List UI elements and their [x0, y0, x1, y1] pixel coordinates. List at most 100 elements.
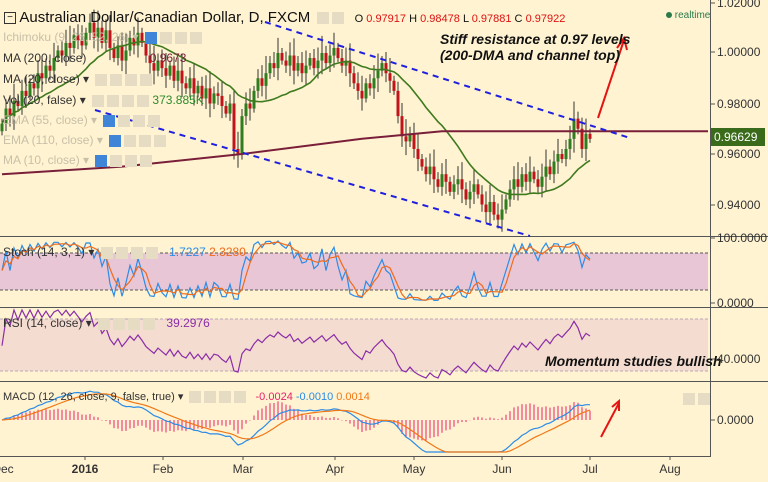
plus-icon[interactable] — [130, 246, 143, 259]
eye-icon[interactable] — [109, 134, 122, 147]
close-icon[interactable] — [234, 391, 247, 404]
ma20-label[interactable]: MA (20, close) — [3, 72, 80, 86]
candle-body — [20, 90, 24, 107]
eye-icon[interactable] — [100, 246, 113, 259]
legend-ema110[interactable]: EMA (110, close) ▾ — [3, 133, 167, 147]
resize-icon[interactable] — [698, 392, 710, 405]
gear-icon[interactable] — [110, 73, 123, 86]
candle-body — [532, 171, 536, 180]
plus-icon[interactable] — [133, 114, 146, 127]
channel-top-line[interactable] — [264, 21, 631, 139]
legend-rsi[interactable]: RSI (14, close) ▾ 39.2976 — [3, 316, 210, 330]
legend-ichimoku[interactable]: Ichimoku (9, 26, 52, 26) ▾ — [3, 30, 202, 44]
plus-icon[interactable] — [125, 154, 138, 167]
candle-body — [112, 47, 116, 59]
plus-icon[interactable] — [122, 94, 135, 107]
channel-bottom-line[interactable] — [94, 109, 531, 237]
candle-body — [512, 179, 516, 190]
eye-icon[interactable] — [189, 391, 202, 404]
symbol-title[interactable]: Australian Dollar/Canadian Dollar, D, FX… — [19, 9, 311, 26]
gear-icon[interactable] — [107, 94, 120, 107]
candle-body — [476, 184, 480, 195]
eye-icon[interactable] — [95, 73, 108, 86]
plus-icon[interactable] — [219, 391, 232, 404]
gear-icon[interactable] — [332, 12, 345, 25]
plus-icon[interactable] — [128, 317, 141, 330]
gear-icon[interactable] — [204, 391, 217, 404]
ma20-line — [1, 40, 591, 196]
realtime-label: realtime — [674, 10, 711, 21]
legend-macd[interactable]: MACD (12, 26, close, 9, false, true) ▾ -… — [3, 391, 370, 404]
ema110-label[interactable]: EMA (110, close) — [3, 133, 94, 147]
candle-body — [312, 58, 316, 69]
macd-label[interactable]: MACD (12, 26, close, 9, false, true) — [3, 391, 175, 403]
candle-body — [416, 148, 420, 160]
gear-icon[interactable] — [110, 154, 123, 167]
candle-body — [212, 93, 216, 104]
collapse-icon[interactable]: − — [4, 12, 16, 25]
volume-label[interactable]: Vol (20, false) — [3, 93, 77, 107]
gear-icon[interactable] — [159, 31, 172, 44]
eye-icon[interactable] — [95, 154, 108, 167]
plus-icon[interactable] — [125, 73, 138, 86]
close-icon[interactable] — [140, 154, 153, 167]
candle-body — [204, 88, 208, 99]
move-up-icon[interactable] — [683, 392, 695, 405]
candle-body — [200, 85, 204, 99]
ma200-label[interactable]: MA (200, close) — [3, 51, 87, 65]
ema55-label[interactable]: EMA (55, close) — [3, 113, 88, 127]
candle-body — [500, 209, 504, 220]
candle-body — [404, 136, 408, 142]
eye-icon[interactable] — [92, 94, 105, 107]
candle-body — [48, 65, 52, 71]
eye-icon[interactable] — [98, 317, 111, 330]
candle-body — [132, 37, 136, 46]
close-icon[interactable] — [154, 134, 167, 147]
rsi-label[interactable]: RSI (14, close) — [3, 316, 83, 330]
close-icon[interactable] — [137, 94, 150, 107]
resistance-annotation: Stiff resistance at 0.97 levels (200-DMA … — [440, 31, 630, 63]
candle-body — [344, 60, 348, 66]
candle-body — [420, 159, 424, 167]
candle-body — [124, 50, 128, 61]
candle-body — [472, 184, 476, 192]
plus-icon[interactable] — [139, 134, 152, 147]
gear-icon[interactable] — [124, 134, 137, 147]
close-icon[interactable] — [189, 31, 202, 44]
candle-body — [480, 194, 484, 205]
visibility-icon[interactable] — [317, 12, 330, 25]
legend-volume[interactable]: Vol (20, false) ▾ 373.885K — [3, 93, 204, 107]
close-icon[interactable] — [148, 114, 161, 127]
gear-icon[interactable] — [115, 246, 128, 259]
eye-icon[interactable] — [144, 31, 157, 44]
close-icon[interactable] — [143, 317, 156, 330]
pane-controls[interactable] — [680, 391, 710, 405]
stoch-label[interactable]: Stoch (14, 3, 1) — [3, 245, 86, 259]
plus-icon[interactable] — [174, 31, 187, 44]
close-icon[interactable] — [145, 246, 158, 259]
rsi-value: 39.2976 — [166, 316, 210, 330]
candle-body — [12, 100, 16, 117]
close-icon[interactable] — [140, 73, 153, 86]
time-ticks — [84, 456, 671, 460]
gear-icon[interactable] — [113, 317, 126, 330]
candle-body — [176, 70, 180, 81]
candle-body — [116, 45, 120, 59]
candle-body — [384, 63, 388, 74]
resistance-text: Stiff resistance at 0.97 levels — [440, 31, 631, 47]
candle-body — [100, 27, 104, 43]
legend-ma200[interactable]: MA (200, close) 0.9673 — [3, 51, 186, 65]
candle-body — [356, 83, 360, 91]
gear-icon[interactable] — [118, 114, 131, 127]
eye-icon[interactable] — [103, 114, 116, 127]
candle-body — [368, 83, 372, 89]
legend-stoch[interactable]: Stoch (14, 3, 1) ▾ 1.7227 2.3280 — [3, 245, 246, 259]
legend-ma10[interactable]: MA (10, close) ▾ — [3, 153, 153, 167]
legend-ema55[interactable]: EMA (55, close) ▾ — [3, 113, 161, 127]
ichimoku-label[interactable]: Ichimoku (9, 26, 52, 26) — [3, 30, 130, 44]
ma10-label[interactable]: MA (10, close) — [3, 153, 80, 167]
candle-body — [328, 55, 332, 64]
candle-body — [288, 55, 292, 66]
legend-ma20[interactable]: MA (20, close) ▾ — [3, 72, 153, 86]
